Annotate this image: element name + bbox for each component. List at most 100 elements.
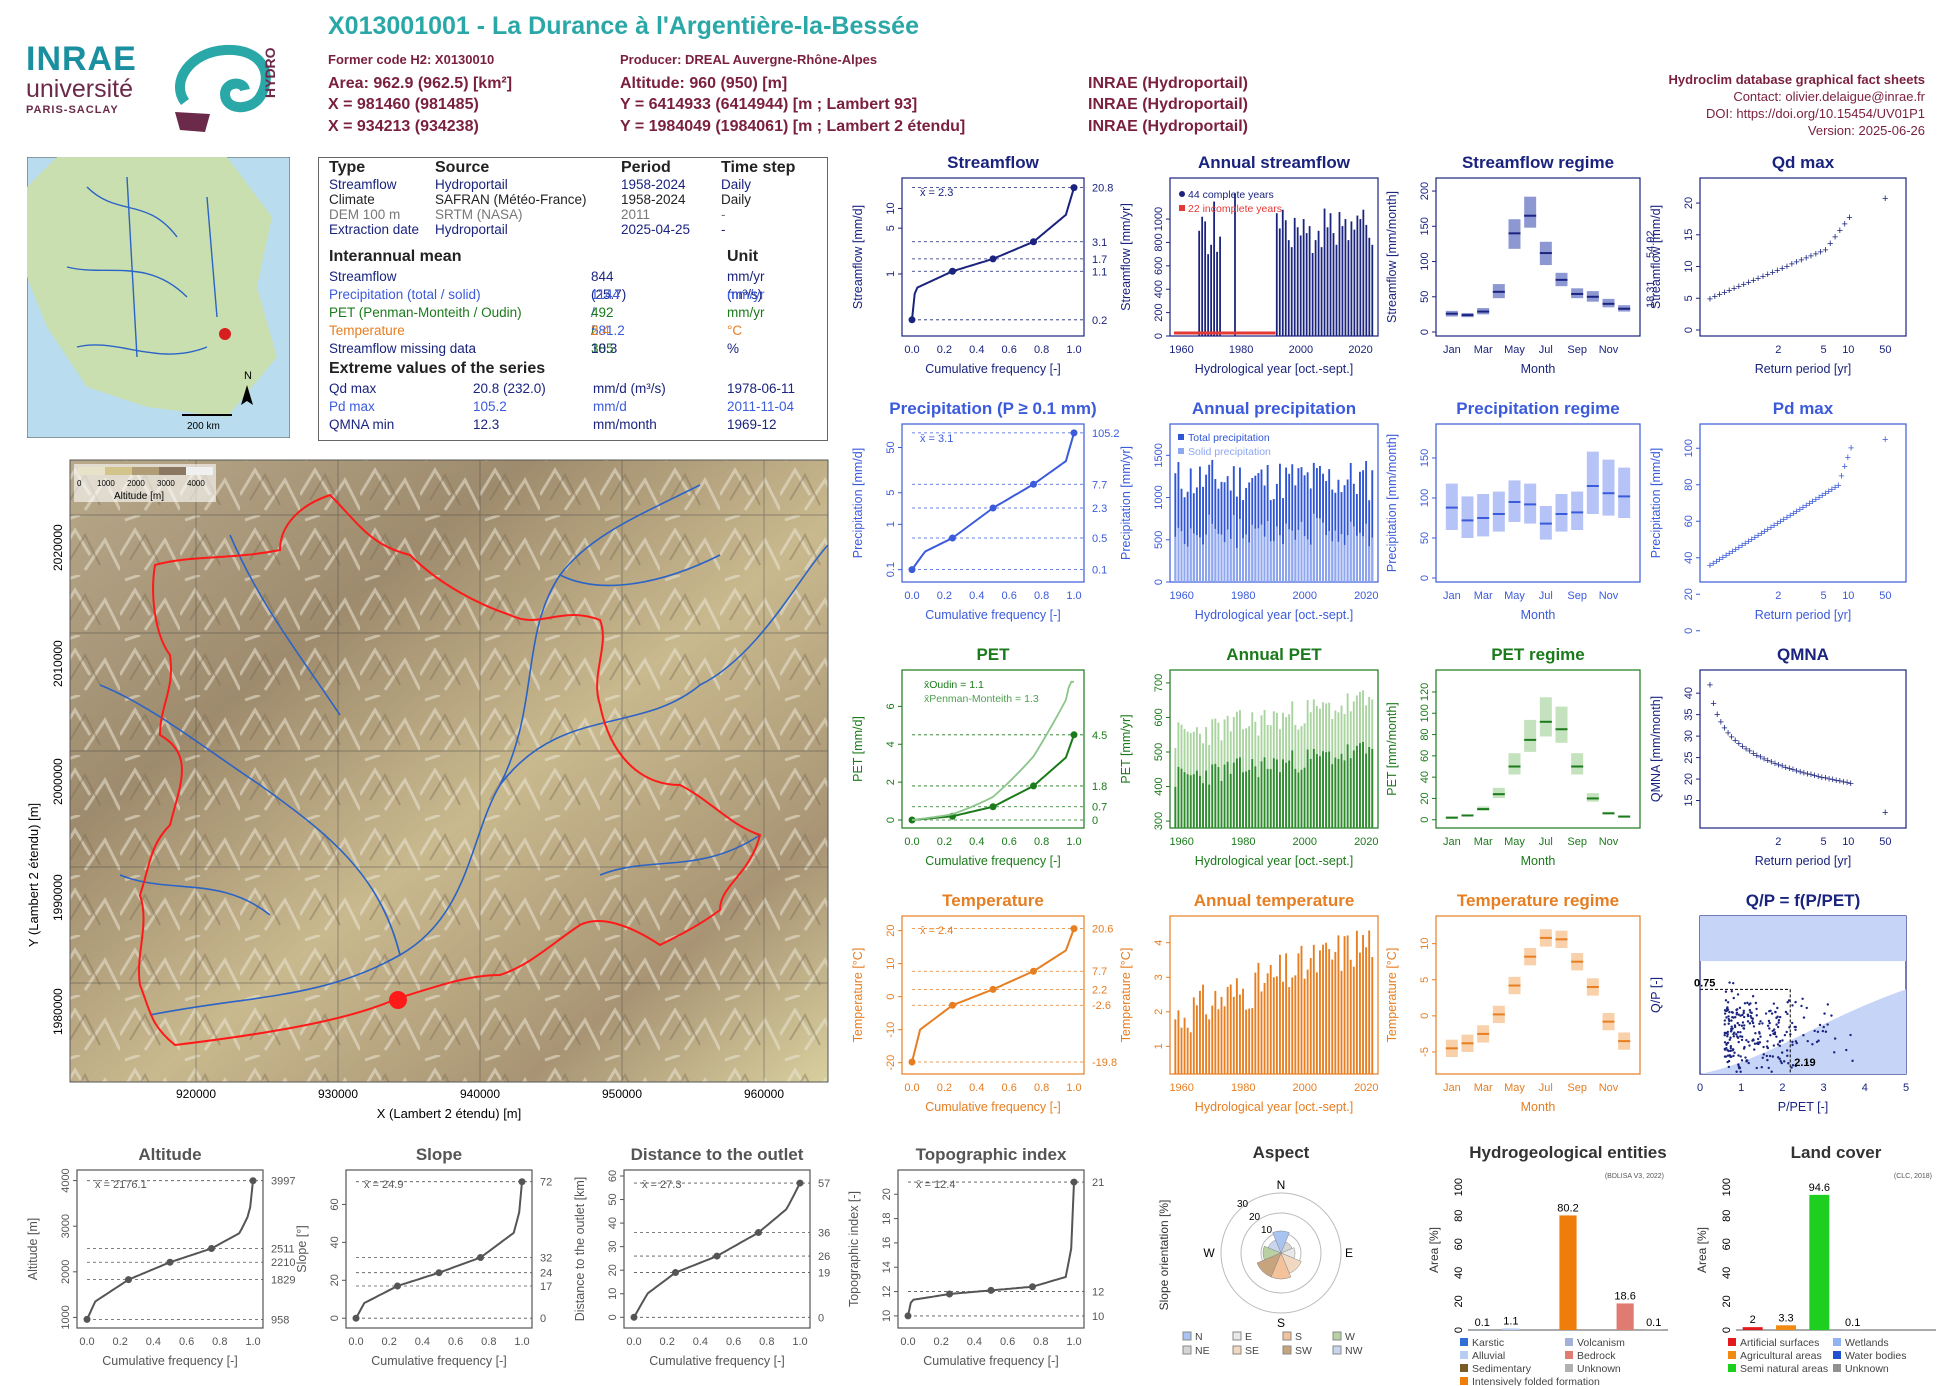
precip-regime-xtick-0: Jan (1443, 590, 1461, 602)
landcover-legend-sq-1 (1833, 1338, 1841, 1346)
pd-max-point-1: + (1710, 558, 1716, 570)
pd-max-point-24: + (1784, 512, 1790, 524)
qp-point-253 (1845, 1048, 1848, 1052)
landcover-title: Land cover (1791, 1143, 1882, 1162)
annual-streamflow-ytick-4: 800 (1153, 233, 1165, 251)
db-title: Hydroclim database graphical fact sheets (1668, 72, 1925, 87)
aspect-ring-label-1: 20 (1249, 1212, 1261, 1223)
temp-cdf-xtick-1: 0.2 (937, 1082, 952, 1094)
aspect-ring-label-2: 30 (1237, 1199, 1249, 1210)
annual-pet-oudin-38 (1291, 750, 1294, 828)
streamflow-regime-xtick-0: Jan (1443, 344, 1461, 356)
qp-point-258 (1751, 1021, 1755, 1025)
qp-point-233 (1738, 1023, 1741, 1027)
annual-temp-bar-53 (1337, 935, 1340, 1074)
interannual-title: Interannual mean (329, 248, 462, 265)
landcover-ytick-2: 40 (1721, 1267, 1733, 1279)
annual-pet-oudin-24 (1248, 769, 1251, 828)
info-table: Type Source Period Time step Streamflow … (318, 157, 828, 441)
annual-temp-xtick-2: 2000 (1293, 1082, 1317, 1094)
annual-precip-bar-63 (1368, 500, 1371, 582)
landcover-legend-0: Artificial surfaces (1740, 1337, 1819, 1349)
pd-max-point-28: + (1797, 504, 1803, 516)
qd-max-ytick-2: 10 (1683, 260, 1695, 272)
qd-max-point-8: + (1745, 277, 1751, 289)
pd-max-xtick-0: 2 (1775, 590, 1781, 602)
temp-cdf-xtick-4: 0.8 (1034, 1082, 1049, 1094)
annual-pet-oudin-27 (1257, 777, 1260, 828)
annual-pet-oudin-41 (1300, 769, 1303, 828)
annual-temp-bar-62 (1365, 947, 1368, 1074)
annual-pet-oudin-29 (1263, 757, 1266, 828)
qd-max-point-23: + (1817, 247, 1823, 259)
aspect-legend-0: N (1195, 1331, 1203, 1343)
qp-xtick-2: 2 (1779, 1082, 1785, 1094)
hydrogeo-legend-1: Volcanism (1577, 1337, 1625, 1349)
slope-cdf-xtick-5: 1.0 (514, 1336, 529, 1348)
precip-cdf-ytick-1: 1 (885, 521, 897, 527)
qmna-point-11: + (1746, 746, 1752, 758)
qp-point-174 (1744, 1056, 1747, 1059)
hydrogeo-legend-3: Bedrock (1577, 1350, 1616, 1362)
annual-precip-solid-64 (1371, 537, 1374, 582)
annual-precip-bar-42 (1303, 475, 1306, 582)
aspect-ylabel: Slope orientation [%] (1157, 1200, 1171, 1311)
annual-precip-solid-44 (1309, 544, 1312, 582)
qp-point-255 (1726, 1030, 1730, 1034)
pd-max-ytick-5: 100 (1683, 439, 1695, 457)
topo-cdf-point-3 (1029, 1283, 1036, 1291)
temp-regime-xtick-2: Mar (1474, 1082, 1493, 1094)
hydrogeo-legend-0: Karstic (1472, 1337, 1504, 1349)
hydrogeo-ytick-2: 40 (1453, 1267, 1465, 1279)
annual-precip-bar-0 (1174, 473, 1177, 582)
temp-cdf-ytick-2: 0 (885, 994, 897, 1000)
hydrogeo-ytick-0: 0 (1453, 1327, 1465, 1333)
hydrogeo-title: Hydrogeological entities (1469, 1143, 1666, 1162)
qp-point-131 (1769, 1009, 1772, 1013)
annual-precip-legend-sq-1 (1178, 448, 1184, 454)
temp-regime-xlabel: Month (1521, 1100, 1556, 1114)
annual-streamflow-bar-66 (1371, 244, 1374, 336)
landcover-legend-4: Semi natural areas (1740, 1363, 1828, 1375)
annual-streamflow-xtick-1: 1980 (1229, 344, 1253, 356)
slope-cdf-point-2 (435, 1269, 443, 1277)
qp-point-239 (1736, 1021, 1739, 1025)
qp-point-223 (1778, 1057, 1781, 1061)
annual-streamflow-bar-9 (1201, 216, 1204, 336)
qp-point-77 (1785, 1030, 1788, 1034)
annual-streamflow-bar-60 (1353, 229, 1356, 336)
map-ytick-0: 1980000 (51, 988, 65, 1035)
qp-point-190 (1736, 993, 1740, 996)
minimap-north: N (244, 370, 252, 382)
annual-precip-solid-20 (1235, 547, 1238, 582)
pet-regime-box-6 (1539, 697, 1552, 737)
annual-pet-oudin-2 (1180, 768, 1183, 828)
qp-point-217 (1748, 1044, 1751, 1047)
x-lambert2e: X = 934213 (934238) (328, 118, 479, 135)
annual-streamflow-bar-14 (1216, 251, 1218, 336)
annual-precip-bar-9 (1202, 486, 1204, 582)
streamflow-cdf-ytick-1: 5 (885, 225, 897, 231)
streamflow-cdf-xlabel: Cumulative frequency [-] (925, 362, 1060, 376)
pet-regime-box-3 (1492, 787, 1505, 799)
qp-point-135 (1761, 1056, 1764, 1059)
qp-point-68 (1723, 1012, 1727, 1015)
altitude-cdf-xtick-1: 0.2 (113, 1336, 128, 1348)
annual-pet-xtick-1: 1980 (1231, 836, 1255, 848)
qp-point-126 (1775, 1035, 1778, 1038)
slope-cdf-rtick-1: 32 (540, 1253, 552, 1265)
logo-inrae: INRAE université PARIS-SACLAY (26, 40, 156, 116)
qp-point-75 (1753, 1048, 1756, 1051)
annual-streamflow-bar-64 (1365, 224, 1368, 336)
annual-streamflow-bar-57 (1344, 219, 1347, 336)
version: Version: 2025-06-26 (1807, 123, 1925, 138)
annual-precip-solid-56 (1346, 535, 1349, 582)
qp-point-208 (1756, 1037, 1760, 1041)
qp-point-0 (1833, 1051, 1836, 1054)
area: Area: 962.9 (962.5) [km²] (328, 75, 513, 92)
qp-point-95 (1726, 1033, 1729, 1036)
qmna-xtick-3: 50 (1879, 836, 1891, 848)
qp-point-61 (1739, 1055, 1742, 1058)
slope-cdf-ytick-2: 40 (329, 1236, 341, 1248)
annual-streamflow-bar-40 (1293, 217, 1296, 336)
